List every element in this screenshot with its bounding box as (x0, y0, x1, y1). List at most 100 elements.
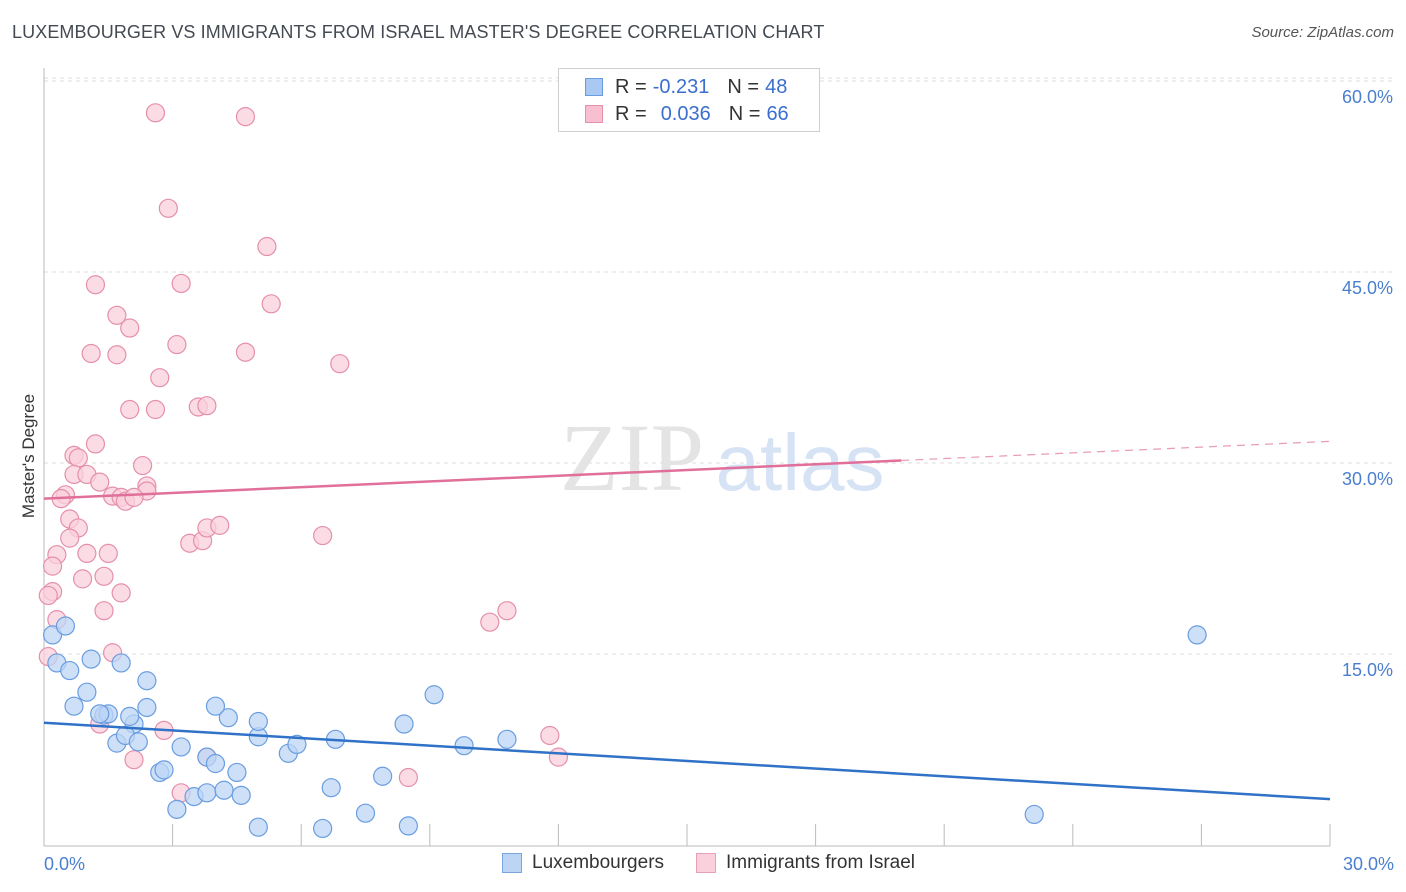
correlation-legend: R = -0.231 N = 48 R = 0.036 N = 66 (558, 68, 820, 132)
point-israel (210, 515, 230, 535)
series-label-israel: Immigrants from Israel (726, 852, 916, 873)
point-luxembourgers (55, 616, 76, 636)
point-israel (257, 236, 277, 257)
tick-labels: 15.0% 30.0% 45.0% 60.0% 0.0% 30.0% (44, 87, 1394, 874)
watermark: ZIP atlas (560, 404, 884, 511)
point-israel (124, 750, 144, 770)
point-luxembourgers (231, 785, 251, 805)
point-luxembourgers (321, 778, 341, 798)
y-axis-label: Master's Degree (19, 394, 38, 518)
point-luxembourgers (497, 729, 517, 749)
point-israel (497, 601, 517, 621)
y-tick-label: 15.0% (1342, 660, 1393, 680)
point-luxembourgers (154, 760, 174, 780)
point-luxembourgers (120, 706, 140, 726)
point-luxembourgers (227, 762, 247, 783)
point-luxembourgers (197, 783, 217, 803)
point-luxembourgers (394, 714, 414, 734)
point-israel (81, 343, 101, 364)
series-legend-israel[interactable]: Immigrants from Israel (696, 852, 915, 874)
legend-swatch-israel (585, 105, 603, 123)
point-israel (107, 345, 127, 365)
point-israel (167, 334, 187, 355)
point-israel (150, 368, 170, 388)
point-israel (85, 434, 106, 454)
point-luxembourgers (64, 696, 84, 716)
point-israel (197, 396, 217, 416)
trend-line-israel-extension (901, 440, 1331, 462)
point-israel (235, 107, 256, 127)
legend-row-luxembourgers: R = -0.231 N = 48 (585, 75, 787, 99)
point-israel (124, 487, 144, 507)
point-israel (132, 455, 153, 476)
grid (44, 77, 1394, 655)
point-luxembourgers (214, 780, 234, 800)
chart-title: LUXEMBOURGER VS IMMIGRANTS FROM ISRAEL M… (12, 22, 825, 42)
point-israel (330, 354, 350, 374)
legend-n-value: 48 (765, 75, 788, 98)
series-legend-luxembourgers[interactable]: Luxembourgers (502, 852, 664, 874)
point-luxembourgers (128, 732, 148, 752)
point-israel (480, 612, 500, 632)
point-israel (107, 305, 127, 325)
point-israel (171, 273, 191, 294)
legend-r-value: -0.231 (652, 75, 710, 98)
y-tick-label: 45.0% (1342, 278, 1393, 298)
legend-r-value: 0.036 (660, 102, 711, 125)
point-israel (77, 543, 97, 564)
point-luxembourgers (313, 818, 333, 839)
point-israel (261, 294, 281, 314)
point-israel (94, 601, 114, 621)
point-luxembourgers (355, 803, 376, 823)
y-tick-label: 60.0% (1342, 87, 1393, 107)
point-luxembourgers (373, 766, 393, 786)
point-luxembourgers (248, 817, 268, 837)
points (38, 80, 1207, 839)
point-luxembourgers (81, 649, 101, 669)
y-tick-label: 30.0% (1342, 469, 1393, 489)
point-israel (398, 767, 418, 788)
point-israel (98, 543, 118, 564)
point-luxembourgers (287, 734, 307, 755)
point-israel (145, 399, 166, 420)
point-luxembourgers (218, 708, 238, 728)
point-luxembourgers (1187, 625, 1207, 645)
trend-lines (43, 440, 1331, 801)
point-luxembourgers (60, 660, 80, 681)
point-israel (60, 528, 80, 548)
axes (43, 68, 1331, 847)
series-swatch-israel (696, 853, 717, 873)
x-tick-label: 0.0% (44, 854, 85, 874)
point-luxembourgers (205, 696, 226, 716)
point-luxembourgers (90, 704, 110, 724)
point-israel (145, 103, 166, 123)
point-luxembourgers (454, 736, 474, 756)
point-israel (38, 585, 58, 606)
legend-n-value: 66 (766, 102, 789, 125)
x-tick-label: 30.0% (1343, 854, 1394, 874)
trend-line-israel (43, 459, 902, 500)
point-israel (94, 566, 114, 586)
trend-line-luxembourgers (43, 721, 1331, 801)
point-luxembourgers (137, 697, 157, 718)
legend-r-label: R = (615, 102, 647, 125)
point-israel (120, 318, 140, 338)
point-luxembourgers (137, 671, 157, 691)
series-legend: Luxembourgers Immigrants from Israel (502, 852, 947, 874)
point-luxembourgers (111, 653, 131, 673)
legend-swatch-luxembourgers (585, 78, 603, 96)
point-luxembourgers (398, 816, 418, 836)
point-israel (313, 525, 333, 546)
point-luxembourgers (171, 737, 191, 757)
point-luxembourgers (205, 753, 226, 774)
series-swatch-luxembourgers (502, 853, 522, 873)
point-luxembourgers (77, 682, 97, 702)
legend-r-label: R = (615, 75, 647, 98)
point-israel (120, 399, 140, 420)
series-label-luxembourgers: Luxembourgers (532, 852, 665, 873)
legend-n-label: N = (727, 75, 760, 98)
point-luxembourgers (248, 711, 268, 732)
legend-n-label: N = (728, 102, 761, 125)
point-israel (90, 472, 110, 492)
point-luxembourgers (1024, 804, 1044, 825)
